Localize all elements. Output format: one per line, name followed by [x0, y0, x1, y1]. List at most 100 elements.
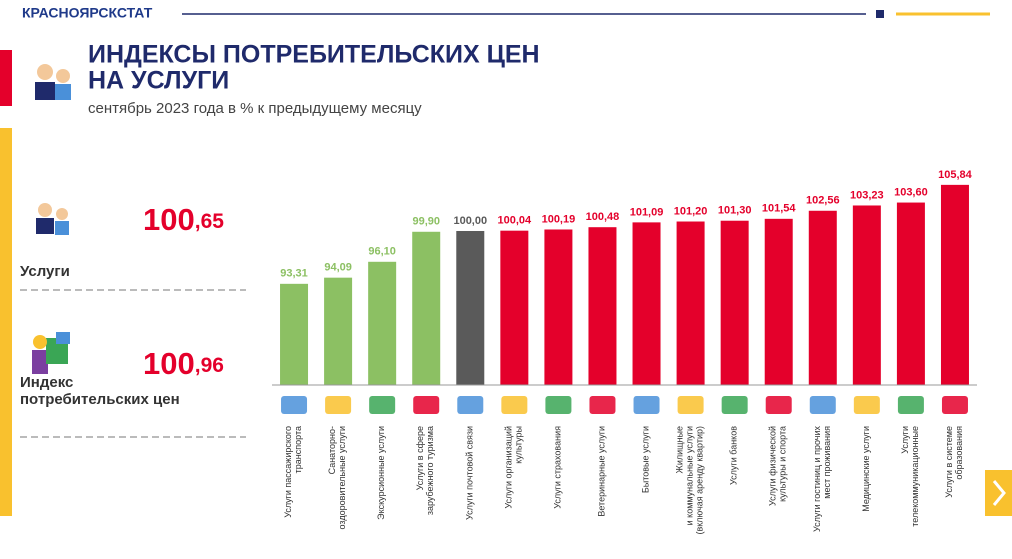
- bar: [368, 261, 397, 385]
- category-icon: [457, 396, 484, 414]
- category-label-group: Услугителекоммуникационные: [900, 426, 920, 527]
- category-label-group: Услуги гостиниц и прочихмест проживания: [812, 426, 832, 533]
- value-label: 103,60: [894, 186, 928, 198]
- x-tick-label: Санаторно-оздоровительные услуги: [327, 426, 347, 529]
- category-icon: [897, 396, 924, 414]
- bar: [632, 222, 661, 385]
- category-label-group: Экскурсионные услуги: [377, 426, 387, 520]
- summary-value: 100,96: [143, 346, 224, 381]
- summary-label: Услуги: [20, 263, 70, 280]
- x-tick-label: Услуги пассажирскоготранспорта: [283, 426, 303, 518]
- bar: [940, 184, 969, 385]
- x-tick-label: Услуги в системеобразования: [944, 426, 964, 498]
- category-icon: [721, 396, 748, 414]
- x-tick-label: Услугителекоммуникационные: [900, 426, 920, 527]
- yellow-accent: [0, 128, 12, 516]
- value-label: 105,84: [938, 169, 973, 181]
- header-square: [876, 10, 884, 18]
- icon-shape: [809, 396, 836, 414]
- icon-shape: [545, 396, 572, 414]
- category-label-group: Медицинские услуги: [861, 426, 871, 512]
- value-label: 101,30: [718, 205, 752, 217]
- value-label: 100,04: [498, 215, 533, 227]
- icon-shape: [633, 396, 660, 414]
- x-tick-label: Услуги почтовой связи: [465, 426, 475, 520]
- category-icon: [369, 396, 396, 414]
- bar: [896, 202, 925, 385]
- category-label-group: Услуги пассажирскоготранспорта: [283, 426, 303, 518]
- category-label-group: Услуги в сферезарубежного туризма: [416, 426, 436, 515]
- title: ИНДЕКСЫ ПОТРЕБИТЕЛЬСКИХ ЦЕН: [88, 41, 540, 69]
- bar: [808, 210, 837, 385]
- icon-shape: [325, 396, 352, 414]
- x-tick-label: Жилищныеи коммунальные услуги(включая ар…: [675, 426, 705, 535]
- category-label-group: Ветеринарные услуги: [597, 426, 607, 517]
- bar: [764, 218, 793, 385]
- icon-shape: [501, 396, 528, 414]
- category-label-group: Бытовые услуги: [641, 426, 651, 493]
- category-icon: [413, 396, 440, 414]
- value-label: 99,90: [412, 216, 440, 228]
- category-label-group: Услуги в системеобразования: [944, 426, 964, 498]
- category-label-group: Жилищныеи коммунальные услуги(включая ар…: [675, 426, 705, 535]
- category-icon: [677, 396, 704, 414]
- category-icon: [809, 396, 836, 414]
- bar: [852, 205, 881, 385]
- category-label-group: Услуги организацийкультуры: [504, 426, 524, 509]
- value-label: 94,09: [324, 262, 352, 274]
- value-label: 100,48: [586, 211, 620, 223]
- value-label: 101,09: [630, 206, 664, 218]
- category-icon: [281, 396, 308, 414]
- value-label: 100,00: [453, 215, 487, 227]
- category-icon: [633, 396, 660, 414]
- bar: [280, 283, 309, 385]
- category-icon: [853, 396, 880, 414]
- bar: [324, 277, 353, 385]
- category-icon: [501, 396, 528, 414]
- x-tick-label: Экскурсионные услуги: [377, 426, 387, 520]
- icon-shape: [941, 396, 968, 414]
- bar: [676, 221, 705, 385]
- icon-shape: [369, 396, 396, 414]
- category-icon: [545, 396, 572, 414]
- bar: [720, 220, 749, 385]
- icon-shape: [765, 396, 792, 414]
- subtitle: сентябрь 2023 года в % к предыдущему мес…: [88, 100, 422, 117]
- category-icon: [325, 396, 352, 414]
- icon-shape: [677, 396, 704, 414]
- bar: [588, 227, 617, 385]
- title: НА УСЛУГИ: [88, 67, 229, 95]
- x-tick-label: Ветеринарные услуги: [597, 426, 607, 517]
- value-label: 103,23: [850, 189, 884, 201]
- value-label: 101,20: [674, 205, 708, 217]
- category-label-group: Услуги почтовой связи: [465, 426, 475, 520]
- category-icon: [941, 396, 968, 414]
- summary-value: 100,65: [143, 202, 224, 237]
- next-button[interactable]: [985, 470, 1012, 516]
- x-tick-label: Медицинские услуги: [861, 426, 871, 512]
- value-label: 100,19: [542, 213, 576, 225]
- category-label-group: Санаторно-оздоровительные услуги: [327, 426, 347, 529]
- category-icon: [765, 396, 792, 414]
- category-label-group: Услуги банков: [729, 426, 739, 485]
- x-tick-label: Услуги физическойкультуры и спорта: [768, 426, 788, 506]
- category-icon: [589, 396, 616, 414]
- value-label: 93,31: [280, 268, 308, 280]
- bar: [500, 230, 529, 385]
- icon-shape: [897, 396, 924, 414]
- value-label: 101,54: [762, 203, 797, 215]
- icon-shape: [853, 396, 880, 414]
- bar: [456, 230, 485, 385]
- icon-shape: [281, 396, 308, 414]
- bar: [412, 231, 441, 385]
- x-tick-label: Услуги банков: [729, 426, 739, 485]
- value-label: 96,10: [368, 246, 396, 258]
- x-tick-label: Услуги гостиниц и прочихмест проживания: [812, 426, 832, 533]
- value-label: 102,56: [806, 195, 840, 207]
- category-label-group: Услуги страхования: [553, 426, 563, 509]
- x-tick-label: Услуги страхования: [553, 426, 563, 509]
- cpi-icon: [32, 332, 70, 374]
- x-tick-label: Услуги в сферезарубежного туризма: [416, 426, 436, 515]
- services-icon: [36, 203, 69, 235]
